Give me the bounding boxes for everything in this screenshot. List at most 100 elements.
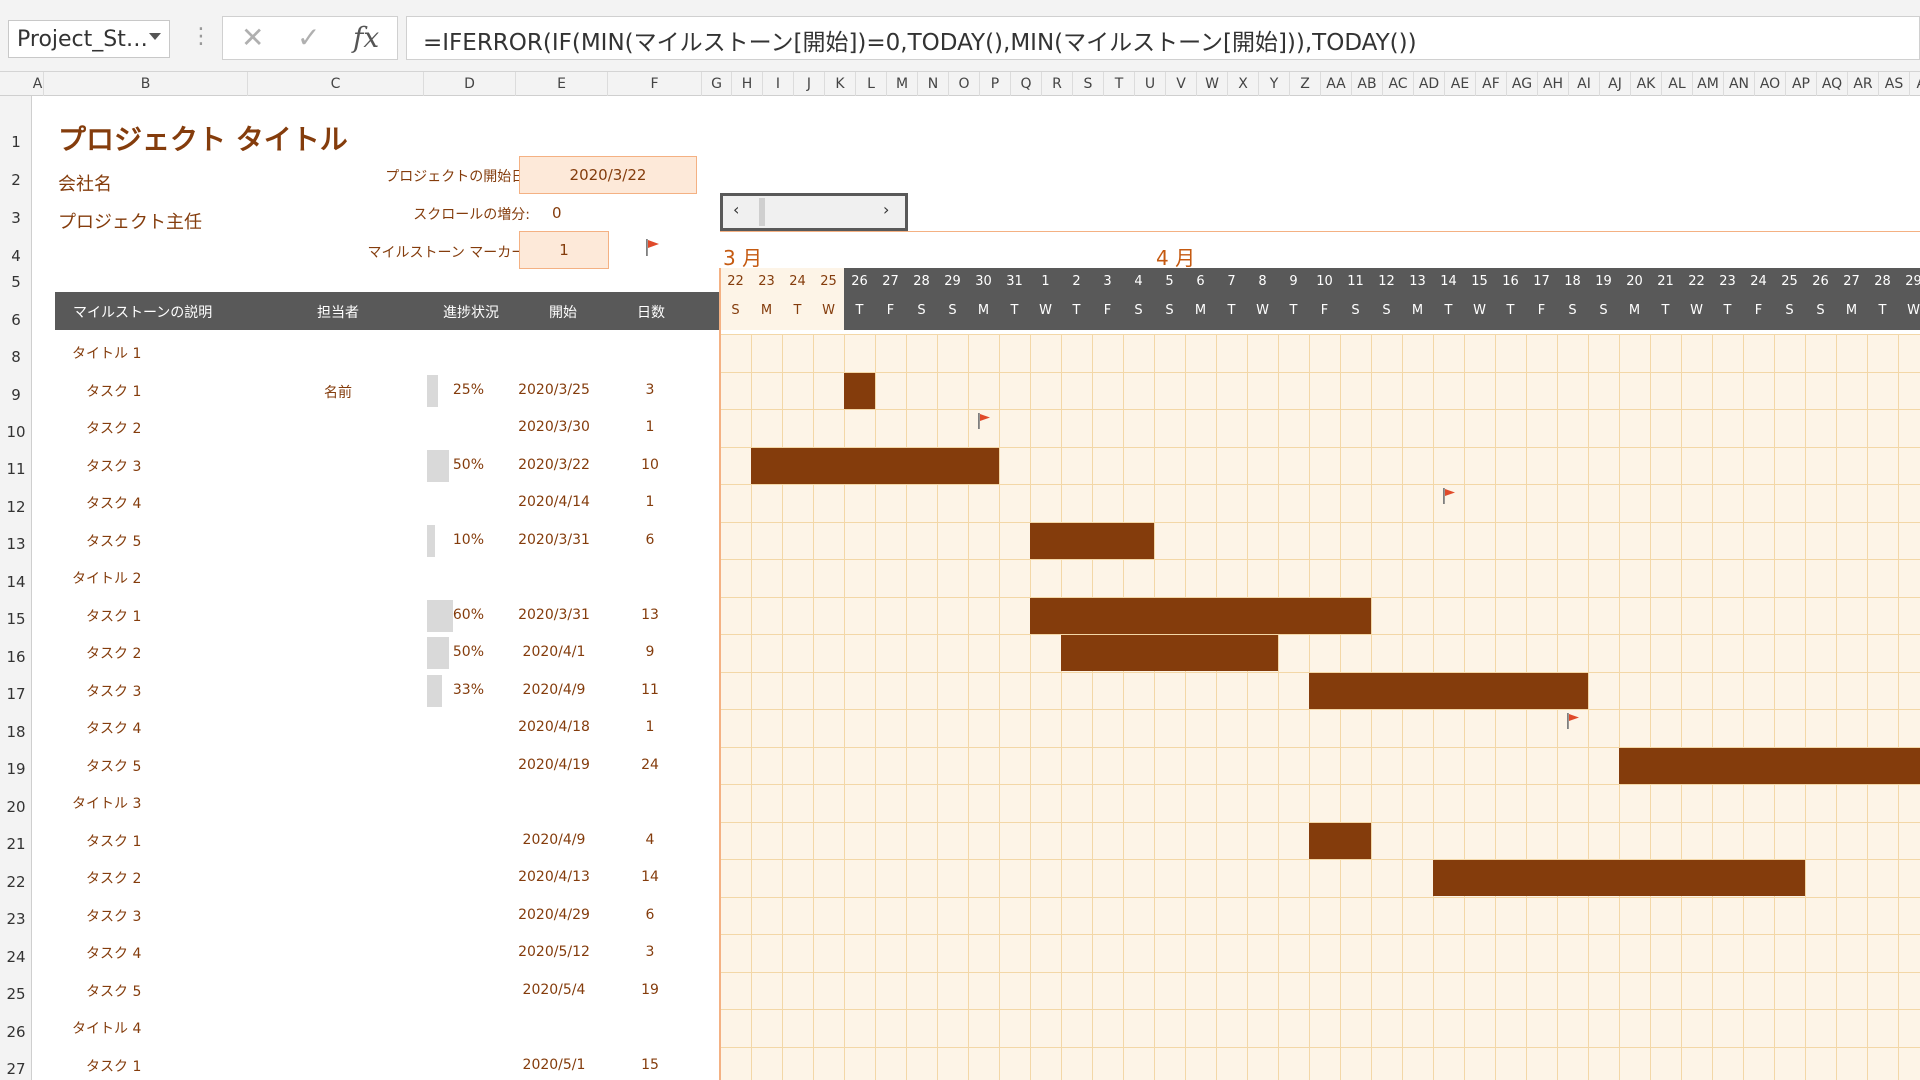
column-header[interactable]: Q	[1011, 72, 1042, 96]
column-header[interactable]: F	[608, 72, 702, 96]
task-start-date[interactable]: 2020/4/19	[518, 756, 590, 773]
task-label[interactable]: タスク 2	[86, 871, 142, 887]
scroll-left-icon[interactable]: ‹	[733, 200, 740, 219]
task-days[interactable]: 15	[641, 1056, 659, 1073]
task-start-date[interactable]: 2020/5/4	[522, 981, 586, 998]
column-header[interactable]: X	[1228, 72, 1259, 96]
task-label[interactable]: タスク 1	[86, 608, 142, 625]
milestone-marker-field[interactable]: 1	[519, 231, 609, 269]
task-start-date[interactable]: 2020/4/14	[518, 494, 590, 510]
column-header[interactable]: AG	[1507, 72, 1538, 96]
formula-input[interactable]: =IFERROR(IF(MIN(マイルストーン[開始])=0,TODAY(),M…	[406, 16, 1920, 60]
row-header[interactable]: 18	[6, 723, 26, 741]
task-days[interactable]: 4	[645, 831, 655, 848]
column-header[interactable]: AI	[1569, 72, 1600, 96]
task-label[interactable]: タスク 1	[86, 833, 142, 850]
gantt-bar[interactable]	[844, 372, 875, 409]
task-start-date[interactable]: 2020/3/25	[518, 381, 590, 398]
task-label[interactable]: タスク 5	[86, 758, 142, 775]
row-header[interactable]: 25	[6, 985, 26, 1003]
task-start-date[interactable]: 2020/3/30	[518, 419, 590, 435]
gantt-bar[interactable]	[1030, 597, 1371, 634]
column-header[interactable]: AL	[1662, 72, 1693, 96]
row-header[interactable]: 14	[6, 573, 26, 591]
column-header[interactable]: L	[856, 72, 887, 96]
column-header[interactable]: AS	[1879, 72, 1910, 96]
project-lead[interactable]: プロジェクト主任	[58, 212, 202, 233]
task-label[interactable]: タスク 4	[86, 496, 142, 512]
gantt-bar[interactable]	[1619, 747, 1920, 784]
task-owner[interactable]: 名前	[324, 384, 352, 401]
row-header[interactable]: 15	[6, 610, 26, 628]
project-title[interactable]: プロジェクト タイトル	[58, 123, 348, 156]
company-name[interactable]: 会社名	[58, 174, 112, 195]
row-header[interactable]: 27	[6, 1060, 26, 1078]
column-header[interactable]: U	[1135, 72, 1166, 96]
task-days[interactable]: 9	[645, 644, 655, 660]
column-header[interactable]: Z	[1290, 72, 1321, 96]
row-header[interactable]: 8	[11, 348, 21, 366]
column-header[interactable]: B	[44, 72, 248, 96]
name-box[interactable]: Project_St…	[8, 20, 170, 58]
task-days[interactable]: 13	[641, 606, 659, 623]
task-start-date[interactable]: 2020/4/9	[522, 681, 586, 698]
gantt-bar[interactable]	[1309, 672, 1588, 709]
task-start-date[interactable]: 2020/4/1	[522, 644, 586, 660]
task-start-date[interactable]: 2020/4/13	[518, 869, 590, 885]
column-header[interactable]: AQ	[1817, 72, 1848, 96]
task-label[interactable]: タスク 1	[86, 1058, 142, 1075]
progress-percent[interactable]: 50%	[452, 456, 484, 473]
scroll-bar[interactable]: ‹ ›	[720, 193, 908, 231]
task-start-date[interactable]: 2020/5/12	[518, 944, 590, 960]
column-header[interactable]: H	[732, 72, 763, 96]
task-label[interactable]: タスク 3	[86, 458, 142, 475]
row-header[interactable]: 4	[11, 247, 21, 265]
task-start-date[interactable]: 2020/5/1	[522, 1056, 586, 1073]
gantt-bar[interactable]	[1433, 860, 1805, 896]
task-label[interactable]: タスク 2	[86, 421, 142, 437]
column-header[interactable]: AR	[1848, 72, 1879, 96]
section-title[interactable]: タイトル 2	[72, 571, 142, 587]
column-header[interactable]: AO	[1755, 72, 1786, 96]
milestone-flag-icon[interactable]	[1565, 712, 1581, 732]
row-header[interactable]: 21	[6, 835, 26, 853]
row-header[interactable]: 1	[11, 133, 21, 151]
row-header[interactable]: 20	[6, 798, 26, 816]
row-header[interactable]: 9	[11, 386, 21, 404]
section-title[interactable]: タイトル 1	[72, 346, 142, 362]
column-header[interactable]: AB	[1352, 72, 1383, 96]
column-header[interactable]: M	[887, 72, 918, 96]
column-header[interactable]: N	[918, 72, 949, 96]
progress-percent[interactable]: 10%	[452, 531, 484, 548]
task-start-date[interactable]: 2020/3/22	[518, 456, 590, 473]
progress-percent[interactable]: 60%	[452, 606, 484, 623]
chevron-down-icon[interactable]	[149, 33, 161, 40]
row-header[interactable]: 2	[11, 171, 21, 189]
column-header[interactable]: AM	[1693, 72, 1724, 96]
column-header[interactable]: J	[794, 72, 825, 96]
task-start-date[interactable]: 2020/3/31	[518, 531, 590, 548]
scroll-increment-value[interactable]: 0	[552, 204, 562, 222]
task-days[interactable]: 24	[641, 756, 659, 773]
task-label[interactable]: タスク 1	[86, 383, 142, 400]
column-header[interactable]: AE	[1445, 72, 1476, 96]
task-days[interactable]: 10	[641, 456, 659, 473]
column-header[interactable]: AH	[1538, 72, 1569, 96]
gantt-bar[interactable]	[1061, 635, 1278, 671]
scroll-thumb[interactable]	[759, 198, 765, 226]
task-days[interactable]: 1	[645, 494, 655, 510]
column-header[interactable]: V	[1166, 72, 1197, 96]
row-header[interactable]: 24	[6, 948, 26, 966]
task-label[interactable]: タスク 4	[86, 721, 142, 737]
row-header[interactable]: 16	[6, 648, 26, 666]
column-header[interactable]: T	[1104, 72, 1135, 96]
row-header[interactable]: 26	[6, 1023, 26, 1041]
task-label[interactable]: タスク 3	[86, 683, 142, 700]
column-header[interactable]: D	[424, 72, 516, 96]
milestone-flag-icon[interactable]	[976, 412, 992, 432]
gantt-bar[interactable]	[751, 447, 999, 484]
column-header[interactable]: AD	[1414, 72, 1445, 96]
progress-percent[interactable]: 25%	[452, 381, 484, 398]
column-header[interactable]: AT	[1910, 72, 1920, 96]
task-days[interactable]: 3	[645, 944, 655, 960]
